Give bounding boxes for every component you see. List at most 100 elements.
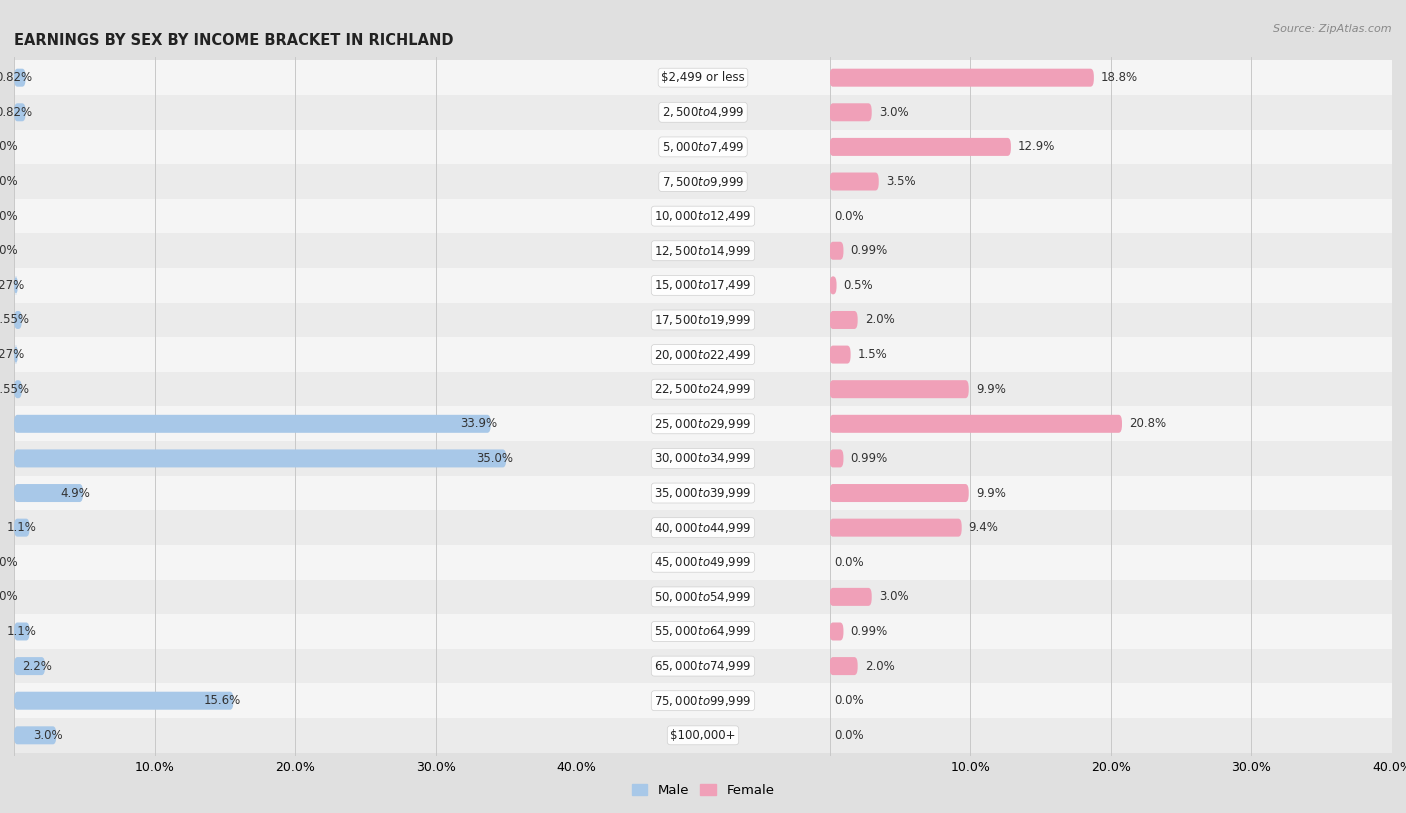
Text: 15.6%: 15.6% <box>204 694 240 707</box>
Bar <box>0 614 576 649</box>
Text: $2,499 or less: $2,499 or less <box>661 72 745 85</box>
Bar <box>576 718 830 753</box>
FancyBboxPatch shape <box>14 450 506 467</box>
FancyBboxPatch shape <box>14 346 18 363</box>
Text: 3.0%: 3.0% <box>879 590 908 603</box>
Text: 0.55%: 0.55% <box>0 314 30 327</box>
Text: 2.0%: 2.0% <box>865 314 894 327</box>
FancyBboxPatch shape <box>830 623 844 641</box>
Text: 0.0%: 0.0% <box>834 694 863 707</box>
FancyBboxPatch shape <box>14 484 83 502</box>
FancyBboxPatch shape <box>14 103 25 121</box>
Text: $15,000 to $17,499: $15,000 to $17,499 <box>654 278 752 293</box>
Text: 3.5%: 3.5% <box>886 175 915 188</box>
Bar <box>830 60 1392 95</box>
Text: $75,000 to $99,999: $75,000 to $99,999 <box>654 693 752 707</box>
Text: $50,000 to $54,999: $50,000 to $54,999 <box>654 590 752 604</box>
Bar <box>830 441 1392 476</box>
FancyBboxPatch shape <box>14 692 233 710</box>
Text: 0.0%: 0.0% <box>834 728 863 741</box>
Text: $12,500 to $14,999: $12,500 to $14,999 <box>654 244 752 258</box>
Bar <box>576 545 830 580</box>
Bar <box>830 614 1392 649</box>
Bar <box>576 406 830 441</box>
Bar <box>0 199 576 233</box>
Text: 1.5%: 1.5% <box>858 348 887 361</box>
FancyBboxPatch shape <box>14 623 30 641</box>
Text: 35.0%: 35.0% <box>477 452 513 465</box>
Text: $7,500 to $9,999: $7,500 to $9,999 <box>662 175 744 189</box>
Text: 0.0%: 0.0% <box>834 210 863 223</box>
Text: 0.55%: 0.55% <box>0 383 30 396</box>
Text: 3.0%: 3.0% <box>34 728 63 741</box>
FancyBboxPatch shape <box>14 68 25 87</box>
Bar <box>576 372 830 406</box>
Bar <box>0 441 576 476</box>
Bar <box>0 511 576 545</box>
Bar <box>0 580 576 614</box>
FancyBboxPatch shape <box>830 103 872 121</box>
Bar <box>830 580 1392 614</box>
FancyBboxPatch shape <box>830 415 1122 433</box>
Bar <box>576 337 830 372</box>
Text: $2,500 to $4,999: $2,500 to $4,999 <box>662 106 744 120</box>
Text: 9.9%: 9.9% <box>976 486 1005 499</box>
Bar <box>830 372 1392 406</box>
Bar <box>0 60 576 95</box>
FancyBboxPatch shape <box>14 657 45 675</box>
Text: 33.9%: 33.9% <box>461 417 498 430</box>
Bar <box>576 129 830 164</box>
Text: 0.0%: 0.0% <box>0 556 18 569</box>
FancyBboxPatch shape <box>830 519 962 537</box>
Bar <box>830 406 1392 441</box>
Text: 0.27%: 0.27% <box>0 348 25 361</box>
FancyBboxPatch shape <box>830 657 858 675</box>
Bar <box>0 95 576 129</box>
FancyBboxPatch shape <box>830 172 879 190</box>
Text: 0.82%: 0.82% <box>0 106 32 119</box>
Bar <box>830 718 1392 753</box>
FancyBboxPatch shape <box>830 311 858 329</box>
Bar <box>830 164 1392 199</box>
Bar <box>830 268 1392 302</box>
Text: $22,500 to $24,999: $22,500 to $24,999 <box>654 382 752 396</box>
Bar <box>830 649 1392 684</box>
FancyBboxPatch shape <box>830 380 969 398</box>
Text: 2.2%: 2.2% <box>22 659 52 672</box>
Text: $17,500 to $19,999: $17,500 to $19,999 <box>654 313 752 327</box>
Text: $100,000+: $100,000+ <box>671 728 735 741</box>
Text: $5,000 to $7,499: $5,000 to $7,499 <box>662 140 744 154</box>
Bar <box>830 199 1392 233</box>
Bar <box>830 476 1392 511</box>
Bar <box>830 302 1392 337</box>
Text: 0.99%: 0.99% <box>851 244 887 257</box>
Text: $45,000 to $49,999: $45,000 to $49,999 <box>654 555 752 569</box>
Text: EARNINGS BY SEX BY INCOME BRACKET IN RICHLAND: EARNINGS BY SEX BY INCOME BRACKET IN RIC… <box>14 33 454 47</box>
Bar <box>0 129 576 164</box>
Text: 0.0%: 0.0% <box>0 210 18 223</box>
Text: 9.4%: 9.4% <box>969 521 998 534</box>
Bar <box>576 302 830 337</box>
Text: 0.0%: 0.0% <box>834 556 863 569</box>
Bar <box>0 476 576 511</box>
Bar <box>576 476 830 511</box>
Bar <box>830 233 1392 268</box>
Bar <box>576 649 830 684</box>
Text: 20.8%: 20.8% <box>1129 417 1166 430</box>
Bar <box>576 614 830 649</box>
FancyBboxPatch shape <box>14 276 18 294</box>
Text: 9.9%: 9.9% <box>976 383 1005 396</box>
Text: 0.0%: 0.0% <box>0 175 18 188</box>
Text: $65,000 to $74,999: $65,000 to $74,999 <box>654 659 752 673</box>
Bar <box>0 337 576 372</box>
Text: 3.0%: 3.0% <box>879 106 908 119</box>
Bar <box>830 545 1392 580</box>
Bar <box>576 580 830 614</box>
Text: 0.99%: 0.99% <box>851 625 887 638</box>
Bar <box>576 199 830 233</box>
Text: 0.5%: 0.5% <box>844 279 873 292</box>
Bar <box>576 684 830 718</box>
Text: $20,000 to $22,499: $20,000 to $22,499 <box>654 348 752 362</box>
FancyBboxPatch shape <box>14 311 22 329</box>
FancyBboxPatch shape <box>14 519 30 537</box>
